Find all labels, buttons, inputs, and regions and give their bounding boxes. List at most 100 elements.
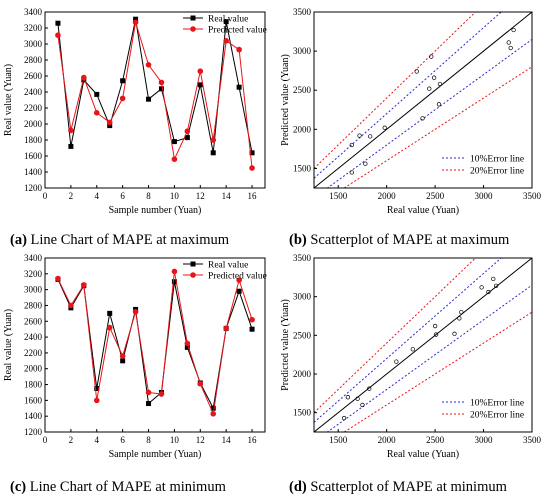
predicted-value-point <box>210 411 217 417</box>
y-tick-label: 2600 <box>24 71 43 81</box>
y-tick-label: 2400 <box>24 332 43 342</box>
real-value-point <box>249 326 255 332</box>
y-tick-label: 3000 <box>293 292 312 302</box>
x-tick-label: 2 <box>69 435 74 445</box>
real-value-point <box>94 386 100 391</box>
legend-marker-square <box>190 261 196 267</box>
scatter-point <box>355 396 360 401</box>
legend-label: 20%Error line <box>470 411 524 421</box>
legend-label: Real value <box>208 15 248 25</box>
y-tick-label: 3000 <box>24 285 43 295</box>
predicted-value-point <box>145 62 152 68</box>
real-value-point <box>210 405 216 411</box>
x-tick-label: 4 <box>95 435 100 445</box>
real-value-point <box>146 96 152 102</box>
legend-label: 10%Error line <box>470 155 524 165</box>
scatter-point <box>349 170 354 175</box>
x-tick-label: 8 <box>146 435 151 445</box>
legend-label: 10%Error line <box>470 399 524 409</box>
y-tick-label: 2000 <box>24 364 43 374</box>
legend-label: 20%Error line <box>470 167 524 177</box>
real-value-point <box>184 135 190 141</box>
error-line-10pct <box>314 12 502 179</box>
x-axis-label: Real value (Yuan) <box>387 449 459 460</box>
scatter-chart-panel: 1500 2000 2500 3000 3500 1500 2000 2500 3000 3500… <box>280 253 542 495</box>
real-value-point <box>223 19 229 25</box>
error-line-20pct <box>343 311 532 432</box>
predicted-value-point <box>184 340 191 347</box>
x-tick-label: 2000 <box>378 435 397 445</box>
x-tick-label: 2 <box>69 191 74 201</box>
scatter-point <box>486 289 491 295</box>
scatter-point <box>494 283 499 288</box>
real-value-point <box>171 279 177 285</box>
y-tick-label: 1400 <box>24 411 43 421</box>
predicted-value-point <box>184 128 191 134</box>
plot-frame <box>313 257 533 433</box>
predicted-value-point <box>249 165 255 171</box>
predicted-value-point <box>132 308 139 315</box>
predicted-value-point <box>55 32 61 38</box>
line-chart-panel: 0 2 4 6 8 10 12 14 16 1200 1400 1600 1800 2000 2200 240… <box>3 253 267 495</box>
predicted-value-point <box>93 397 100 404</box>
y-tick-label: 1200 <box>24 427 43 437</box>
predicted-value-point <box>223 38 229 44</box>
real-value-point <box>146 401 152 407</box>
y-tick-label: 3400 <box>24 253 43 263</box>
caption-letter: (a) <box>10 232 27 248</box>
real-value-point <box>249 150 255 156</box>
ideal-line <box>314 12 532 188</box>
predicted-value-point <box>119 95 126 102</box>
scatter-point <box>414 69 419 74</box>
x-tick-label: 1500 <box>329 191 348 201</box>
real-value-point <box>197 82 203 88</box>
x-axis-label: Real value (Yuan) <box>387 205 459 216</box>
x-tick-label: 2000 <box>378 191 397 201</box>
predicted-value-point <box>81 74 87 81</box>
x-tick-label: 3000 <box>475 191 494 201</box>
panel-caption: (a) Line Chart of MAPE at maximum <box>10 232 230 248</box>
y-tick-label: 1500 <box>293 408 312 418</box>
error-line-10pct <box>314 258 502 423</box>
legend-label: Predicted value <box>208 26 267 36</box>
x-tick-label: 0 <box>43 435 48 445</box>
legend-marker-circle <box>190 26 196 32</box>
scatter-point <box>394 359 399 364</box>
x-tick-label: 0 <box>43 191 48 201</box>
x-tick-label: 4 <box>95 191 100 201</box>
predicted-value-point <box>106 324 113 331</box>
caption-text: Line Chart of MAPE at minimum <box>26 479 226 495</box>
predicted-value-point <box>119 353 126 359</box>
y-tick-label: 3000 <box>293 46 312 56</box>
panel-caption: (d) Scatterplot of MAPE at minimum <box>289 479 508 495</box>
y-tick-label: 2000 <box>293 124 312 134</box>
x-axis-label: Sample number (Yuan) <box>109 449 202 460</box>
line-chart-panel: 0 2 4 6 8 10 12 14 16 1200 1400 1600 1800 2000 2200 240… <box>3 7 267 248</box>
scatter-point <box>436 102 442 107</box>
x-tick-label: 3000 <box>475 435 494 445</box>
x-tick-label: 3500 <box>523 191 542 201</box>
x-tick-label: 10 <box>170 191 180 201</box>
x-tick-label: 10 <box>170 435 180 445</box>
real-value-point <box>107 310 113 316</box>
caption-letter: (d) <box>289 479 307 495</box>
panel-caption: (c) Line Chart of MAPE at minimum <box>10 479 227 495</box>
y-tick-label: 3500 <box>293 253 312 263</box>
error-line-20pct <box>314 12 477 169</box>
caption-text: Line Chart of MAPE at maximum <box>27 232 230 248</box>
x-tick-label: 8 <box>146 191 151 201</box>
y-tick-label: 3400 <box>24 7 43 17</box>
predicted-value-point <box>145 389 152 396</box>
caption-letter: (c) <box>10 479 26 495</box>
panel-caption: (b) Scatterplot of MAPE at maximum <box>289 232 510 248</box>
predicted-value-point <box>223 325 229 332</box>
predicted-value-point <box>197 68 204 74</box>
y-tick-label: 2800 <box>24 300 43 310</box>
scatter-point <box>360 402 365 408</box>
scatter-point <box>479 285 484 290</box>
real-value-point <box>171 139 177 145</box>
scatter-point <box>491 276 496 282</box>
predicted-value-point <box>197 380 204 387</box>
scatter-point <box>427 86 432 91</box>
scatter-point <box>363 161 368 166</box>
